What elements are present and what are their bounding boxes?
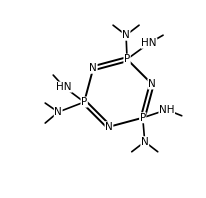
Text: P: P <box>140 113 146 123</box>
Text: N: N <box>89 63 97 73</box>
Text: N: N <box>148 79 156 89</box>
Text: N: N <box>105 122 113 132</box>
Text: N: N <box>122 30 130 40</box>
Text: HN: HN <box>56 82 72 92</box>
Text: P: P <box>81 97 87 107</box>
Text: NH: NH <box>159 105 174 115</box>
Text: N: N <box>141 137 149 147</box>
Text: P: P <box>124 54 130 64</box>
Text: N: N <box>54 107 62 117</box>
Text: HN: HN <box>141 38 157 48</box>
